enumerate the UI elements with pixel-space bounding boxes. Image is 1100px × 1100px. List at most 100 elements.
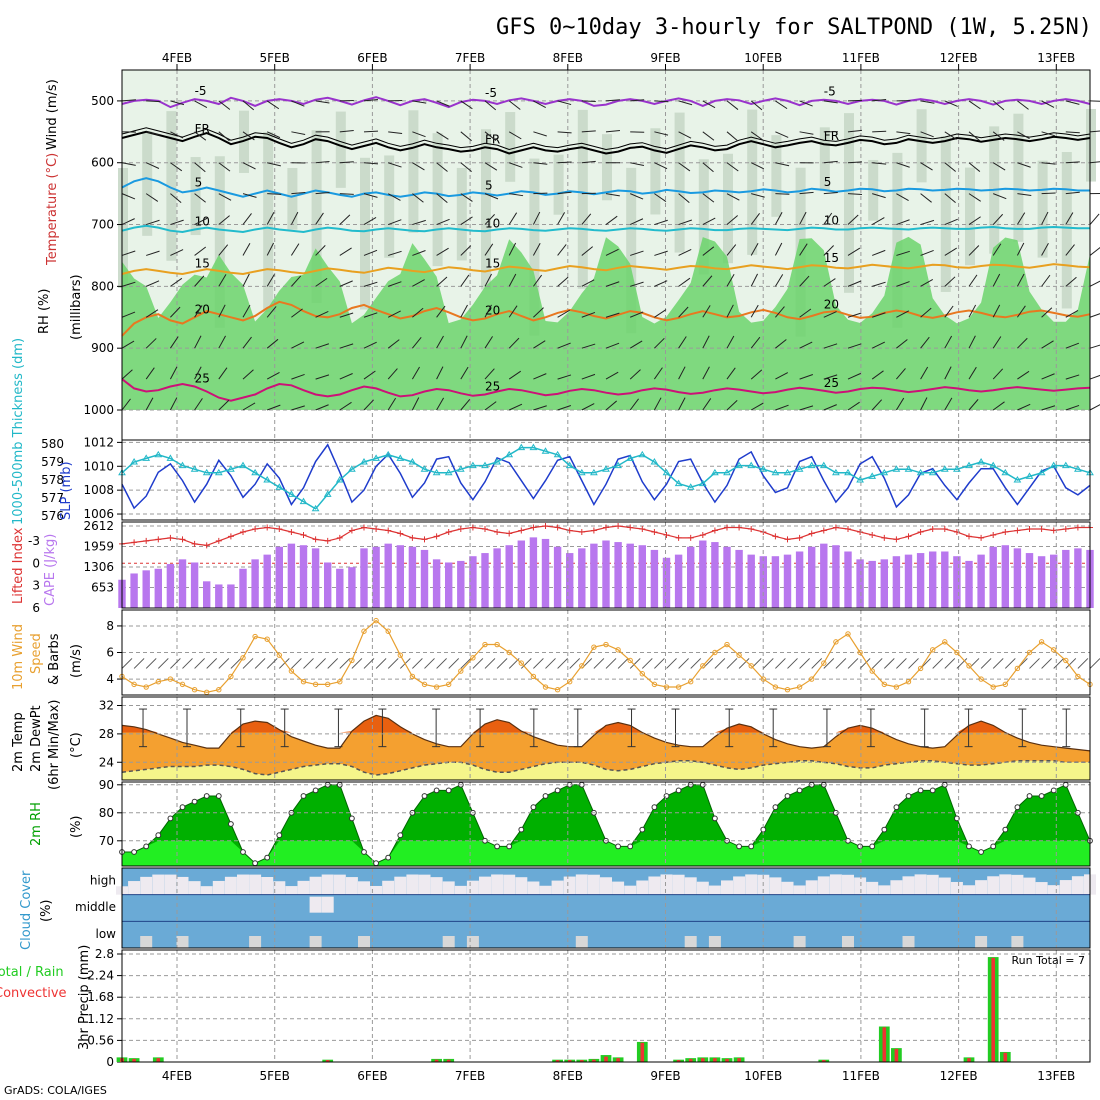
ylabel-wind-a: 10m Wind: [11, 624, 26, 690]
wind-barb: [653, 367, 663, 380]
wind-barb: [412, 307, 424, 318]
wind-barb: [146, 250, 160, 256]
wind-barb: [339, 214, 351, 225]
wind-barb: [291, 100, 305, 107]
wind-barb: [968, 162, 981, 172]
cape-bar: [348, 567, 356, 608]
wind-barb: [533, 100, 546, 108]
precip-convective-bar: [822, 1060, 826, 1062]
li-marker: [651, 528, 658, 535]
cloud-low-block: [442, 936, 455, 948]
wind-barb: [436, 100, 450, 107]
rh-band-70: [311, 130, 322, 303]
wind-barb-10m: [1077, 658, 1089, 669]
li-marker: [893, 536, 900, 543]
cloud-high-block: [781, 881, 794, 895]
cape-bar: [1025, 553, 1034, 608]
wind-speed-marker: [228, 673, 234, 680]
precip-convective-bar: [640, 1042, 645, 1062]
wind-speed-marker: [1038, 639, 1045, 645]
wind-barb: [533, 340, 546, 349]
wind-barb: [1089, 404, 1100, 411]
cape-bar: [227, 584, 235, 608]
wind-barb: [267, 404, 281, 411]
cape-bar: [795, 551, 804, 608]
wind-barb: [799, 275, 810, 287]
cape-bar: [1013, 548, 1022, 608]
wind-speed-marker: [1063, 657, 1069, 664]
contour-label-25: 25: [824, 376, 839, 390]
thickness-tick-label: 578: [41, 473, 64, 487]
li-marker: [554, 524, 561, 531]
wind-barb: [218, 367, 228, 380]
wind-barb: [896, 339, 908, 349]
wind-barb-10m: [811, 658, 823, 669]
wind-barb: [992, 243, 1002, 256]
cloud-high-block: [406, 874, 419, 895]
precip-convective-bar: [325, 1060, 330, 1062]
wind-barb: [218, 304, 226, 318]
wind-barb: [363, 312, 378, 318]
contour-label--5: -5: [485, 86, 497, 100]
wind-barb: [315, 100, 330, 104]
wind-barb: [944, 218, 958, 226]
wind-barb-10m: [932, 658, 944, 669]
wind-barb: [291, 373, 305, 380]
thickness-marker: [335, 476, 344, 483]
cloud-high-block: [297, 880, 310, 895]
wind-barb: [363, 217, 377, 225]
wind-barb-10m: [992, 658, 1004, 669]
thickness-tick-label: 580: [41, 437, 64, 451]
precip-tick-label: 0: [106, 1055, 114, 1069]
cloud-high-block: [212, 880, 225, 895]
cloud-high-block: [708, 885, 721, 895]
wind-barb: [290, 243, 300, 256]
wind-barb: [291, 341, 305, 349]
cloud-high-block: [575, 874, 588, 895]
slp-tick-label: 1008: [83, 483, 114, 497]
thickness-marker: [166, 454, 175, 461]
wind-barb: [968, 366, 977, 380]
cloud-high-block: [878, 885, 891, 895]
cloud-high-block: [624, 885, 637, 895]
wind-speed-marker: [760, 676, 766, 682]
wind-barb-10m: [871, 658, 883, 669]
cloud-high-block: [890, 880, 903, 895]
precip-run-total: Run Total = 7: [1012, 954, 1086, 967]
wind-barb: [992, 368, 1004, 380]
wind-barb: [847, 214, 859, 225]
thickness-marker: [795, 465, 804, 472]
wind-barb-10m: [291, 658, 302, 669]
rh-marker: [264, 854, 271, 861]
li-marker: [191, 540, 198, 547]
cape-bar: [638, 545, 647, 608]
cape-bar: [832, 545, 840, 608]
rh-band-70: [456, 167, 467, 261]
rh-area-low: [122, 840, 1090, 866]
wind-barb: [944, 305, 954, 318]
wind-barb: [799, 211, 807, 225]
wind-barb: [412, 250, 426, 256]
thickness-marker: [577, 468, 586, 476]
cloud-high-block: [249, 874, 262, 895]
wind-barb: [460, 366, 469, 380]
thickness-marker: [348, 465, 356, 472]
wind-speed-marker: [264, 636, 270, 642]
wind-barb: [726, 335, 735, 349]
wind-barb: [412, 219, 426, 226]
wind-barb: [726, 367, 736, 380]
thickness-marker: [662, 468, 671, 476]
li-marker: [203, 542, 210, 549]
wind-barb: [194, 246, 207, 256]
cape-bar: [275, 546, 284, 608]
wind-barb: [194, 398, 203, 411]
wind-barb: [291, 308, 303, 318]
cloud-high-block: [551, 880, 564, 895]
wind-barb: [460, 162, 472, 172]
cape-bar: [565, 553, 574, 608]
wind-barb-10m: [896, 658, 907, 669]
cloud-high-block: [648, 876, 661, 895]
cloud-high-block: [152, 874, 165, 895]
li-marker: [929, 525, 936, 532]
wind-barb: [1065, 404, 1080, 411]
